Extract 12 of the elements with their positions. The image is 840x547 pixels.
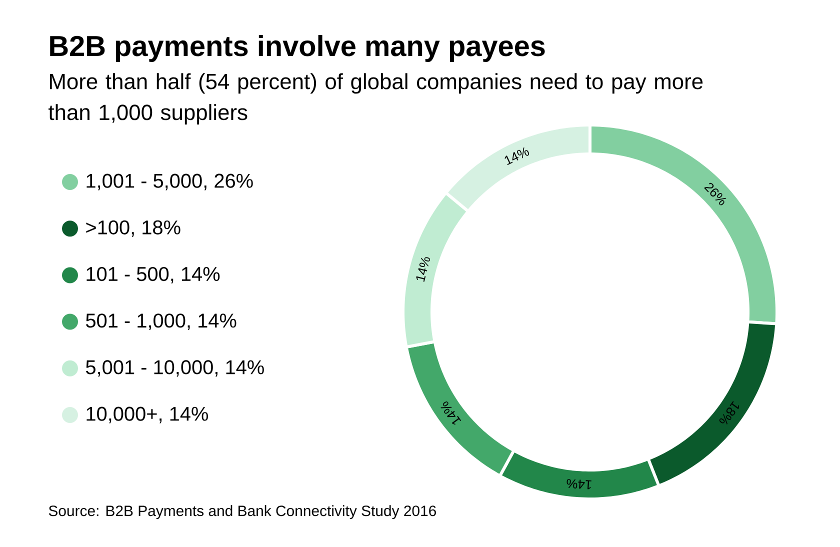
chart-title: B2B payments involve many payees <box>50 35 545 62</box>
chart-subtitle: More than half (54 percent) of global companies need to pay more than 1,000 suppliers <box>48 73 703 125</box>
data-label: 14% <box>566 478 592 490</box>
legend-label: 1,001 - 5,000, 26% <box>86 174 253 190</box>
data-label: 14% <box>416 257 430 282</box>
legend-label: 501 - 1,000, 14% <box>86 314 236 330</box>
legend-label: 10,000+, 14% <box>86 406 208 424</box>
legend-label: 5,001 - 10,000, 14% <box>86 360 264 377</box>
legend-label: >100, 18% <box>86 220 180 237</box>
source-note: Source: B2B Payments and Bank Connectivity Study 2016 <box>48 505 436 520</box>
data-label: 14% <box>504 147 530 166</box>
legend-label: 101 - 500, 14% <box>86 266 220 284</box>
